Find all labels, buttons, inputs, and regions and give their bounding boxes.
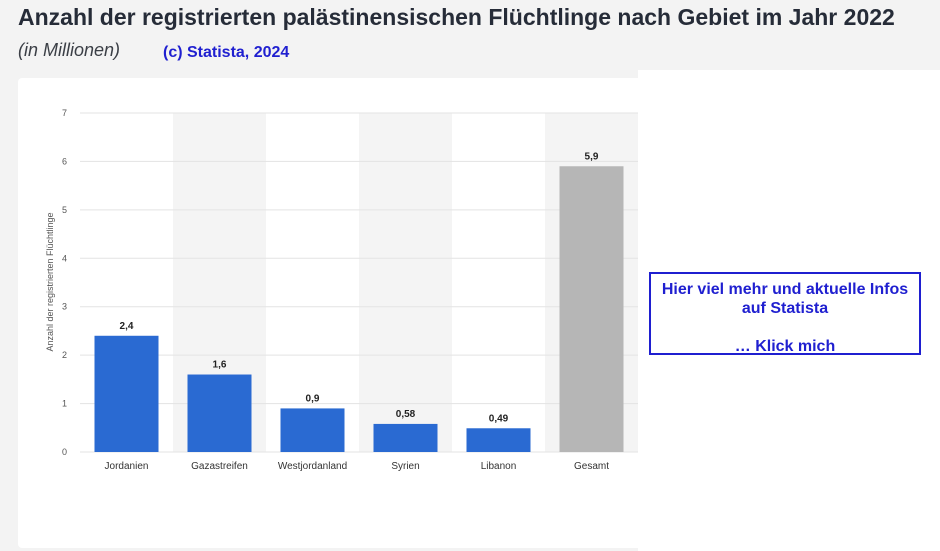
bar-jordanien[interactable] [94,335,159,452]
y-axis-ticks: 0 1 2 3 4 5 6 7 [62,108,67,457]
value-label: 1,6 [213,360,227,371]
bar-syrien[interactable] [373,423,438,452]
y-tick-label: 5 [62,205,67,215]
y-axis-label: Anzahl der registrierten Flüchtlinge [45,212,55,351]
copyright-label: (c) Statista, 2024 [163,44,290,61]
category-labels: Jordanien Gazastreifen Westjordanland Syrie… [105,461,610,472]
bar-westjordanland[interactable] [280,408,345,452]
y-tick-label: 0 [62,447,67,457]
value-label: 2,4 [120,321,134,332]
info-line-2: auf Statista [741,300,829,317]
y-tick-label: 3 [62,302,67,312]
category-label: Gesamt [574,461,609,472]
value-label: 5,9 [585,151,599,162]
category-label: Libanon [481,461,517,472]
value-label: 0,58 [396,409,416,420]
gridlines [80,112,638,453]
y-tick-label: 7 [62,108,67,118]
category-label: Gazastreifen [191,461,248,472]
statista-info-link[interactable]: Hier viel mehr und aktuelle Infos auf St… [649,272,921,355]
y-tick-label: 1 [62,399,67,409]
bar-gazastreifen[interactable] [187,374,252,452]
y-tick-label: 2 [62,350,67,360]
chart-title: Anzahl der registrierten palästinensisch… [18,4,895,30]
y-tick-label: 4 [62,253,67,263]
category-label: Westjordanland [278,461,347,472]
info-line-3: … Klick mich [734,338,836,355]
category-label: Jordanien [105,461,149,472]
value-label: 0,9 [306,393,320,404]
value-labels: 2,4 1,6 0,9 0,58 0,49 5,9 [120,151,599,424]
category-label: Syrien [391,461,419,472]
bars [94,166,624,452]
category-band [359,113,452,452]
chart-subtitle: (in Millionen) [18,40,121,60]
bar-libanon[interactable] [466,428,531,452]
bar-gesamt[interactable] [559,166,624,452]
y-tick-label: 6 [62,156,67,166]
value-label: 0,49 [489,413,509,424]
info-line-1: Hier viel mehr und aktuelle Infos [661,281,909,298]
